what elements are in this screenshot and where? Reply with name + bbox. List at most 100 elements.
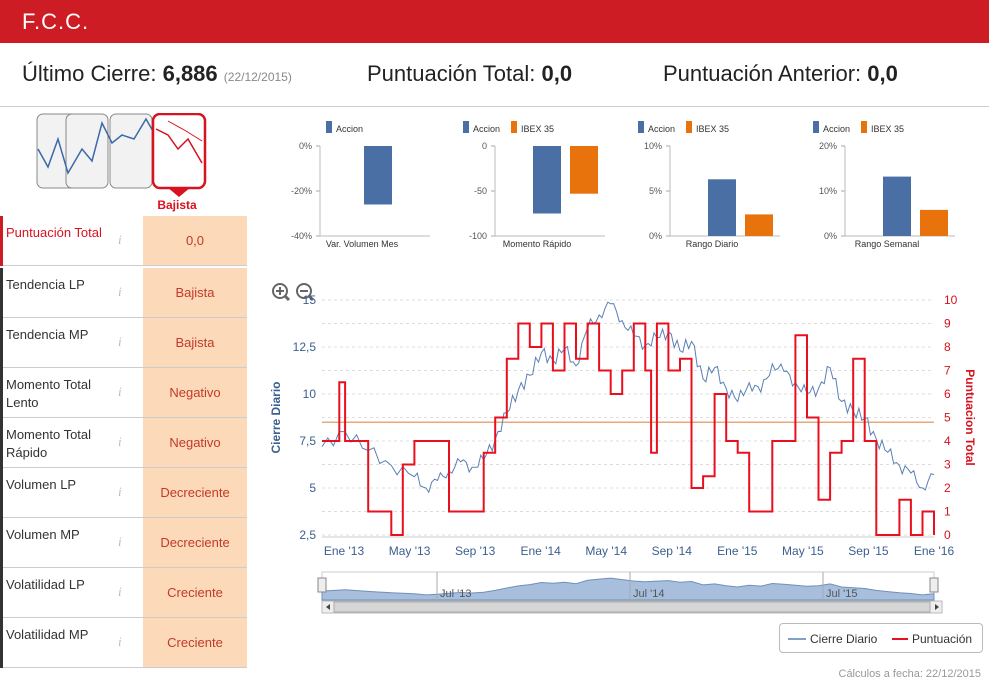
legend-label[interactable]: Accion: [336, 124, 363, 134]
x-tick-label: Sep '13: [455, 544, 496, 558]
info-icon[interactable]: i: [118, 534, 122, 549]
bar-accion: [533, 146, 561, 214]
y2-tick-label: 0: [944, 528, 951, 542]
indicator-label: Volatilidad LP: [6, 577, 85, 592]
last-close-value: 6,886: [162, 61, 218, 86]
trend-selected-label: Bajista: [157, 198, 197, 212]
tick-label: 20%: [819, 141, 837, 151]
scrollbar-thumb[interactable]: [333, 601, 931, 613]
indicator-value: Bajista: [143, 318, 247, 367]
trend-box-2[interactable]: [65, 113, 109, 189]
indicator-label: Volumen LP: [6, 477, 77, 492]
selected-pointer-icon: [167, 187, 191, 197]
row-accent: [0, 418, 3, 468]
indicator-row: Volatilidad MP i Creciente: [0, 618, 247, 668]
indicator-label: Momento Total Rápido: [6, 427, 92, 460]
info-icon[interactable]: i: [118, 334, 122, 349]
summary-bar: Último Cierre: 6,886 (22/12/2015) Puntua…: [0, 43, 989, 107]
zoom-out-icon[interactable]: [296, 283, 315, 302]
legend-close-label[interactable]: Cierre Diario: [810, 632, 878, 646]
row-accent: [0, 216, 3, 266]
indicator-row: Momento Total Lento i Negativo: [0, 368, 247, 418]
legend-label[interactable]: IBEX 35: [521, 124, 554, 134]
trend-line-icon: [37, 117, 155, 175]
indicator-value: Decreciente: [143, 468, 247, 517]
navigator-area: [321, 577, 935, 601]
y-tick-label: 7,5: [299, 434, 316, 448]
navigator-tick-label: Jul '15: [826, 588, 857, 600]
y-axis-label: Cierre Diario: [269, 381, 283, 453]
trend-box-3[interactable]: [109, 113, 153, 189]
indicator-label: Volumen MP: [6, 527, 80, 542]
tick-label: 5%: [649, 186, 662, 196]
row-accent: [0, 568, 3, 618]
indicator-row: Momento Total Rápido i Negativo: [0, 418, 247, 468]
total-score-label: Puntuación Total:: [367, 61, 536, 86]
indicator-value: 0,0: [143, 216, 247, 265]
indicator-value: Bajista: [143, 268, 247, 317]
x-tick-label: Ene '15: [717, 544, 758, 558]
navigator-handle-left[interactable]: [317, 577, 327, 593]
legend-swatch: [638, 121, 644, 133]
mini-chart-title: Var. Volumen Mes: [326, 239, 399, 249]
info-icon[interactable]: i: [118, 584, 122, 599]
trend-box-selected[interactable]: [151, 112, 207, 190]
bar-ibex-35: [570, 146, 598, 194]
y2-tick-label: 7: [944, 364, 951, 378]
legend-score-label[interactable]: Puntuación: [912, 632, 972, 646]
x-tick-label: Sep '15: [848, 544, 889, 558]
tick-label: -50: [474, 186, 487, 196]
info-icon[interactable]: i: [118, 484, 122, 499]
mini-chart-title: Rango Diario: [686, 239, 739, 249]
info-icon[interactable]: i: [118, 634, 122, 649]
info-icon[interactable]: i: [118, 232, 122, 247]
tick-label: 10%: [819, 186, 837, 196]
total-score: Puntuación Total: 0,0: [367, 61, 572, 87]
y-tick-label: 15: [303, 293, 317, 307]
navigator-handle-right[interactable]: [929, 577, 939, 593]
info-icon[interactable]: i: [118, 284, 122, 299]
indicator-value: Creciente: [143, 618, 247, 667]
mini-chart-4: Accion IBEX 35 20% 10% 0% Rango Semanal: [813, 121, 955, 249]
legend-label[interactable]: Accion: [473, 124, 500, 134]
info-icon[interactable]: i: [118, 434, 122, 449]
zoom-in-handle[interactable]: [283, 294, 291, 302]
tick-label: 0%: [824, 231, 837, 241]
tick-label: -20%: [291, 186, 312, 196]
legend-label[interactable]: IBEX 35: [871, 124, 904, 134]
tick-label: -40%: [291, 231, 312, 241]
close-series-line: [321, 301, 935, 494]
tick-label: 0%: [299, 141, 312, 151]
row-accent: [0, 318, 3, 368]
trend-guide-icon: [167, 120, 203, 142]
zoom-in-icon[interactable]: [272, 283, 291, 302]
y-tick-label: 2,5: [299, 528, 316, 542]
y2-tick-label: 8: [944, 340, 951, 354]
zoom-out-handle[interactable]: [307, 294, 315, 302]
legend-label[interactable]: Accion: [823, 124, 850, 134]
x-tick-label: Ene '13: [324, 544, 365, 558]
y2-tick-label: 10: [944, 293, 958, 307]
tick-label: 10%: [644, 141, 662, 151]
x-tick-label: May '13: [389, 544, 431, 558]
y2-tick-label: 2: [944, 481, 951, 495]
y-tick-label: 12,5: [293, 340, 317, 354]
scroll-left-icon[interactable]: [326, 604, 330, 610]
row-accent: [0, 468, 3, 518]
x-tick-label: Sep '14: [652, 544, 693, 558]
bar-ibex-35: [745, 214, 773, 236]
app-header: F.C.C.: [0, 0, 989, 43]
indicator-value: Negativo: [143, 368, 247, 417]
total-score-value: 0,0: [541, 61, 573, 86]
mini-chart-title: Momento Rápido: [503, 239, 572, 249]
legend-label[interactable]: Accion: [648, 124, 675, 134]
row-accent: [0, 268, 3, 318]
row-accent: [0, 618, 3, 668]
info-icon[interactable]: i: [118, 384, 122, 399]
y-tick-label: 10: [303, 387, 317, 401]
legend-label[interactable]: IBEX 35: [696, 124, 729, 134]
mini-chart-1: Accion 0% -20% -40% Var. Volumen Mes: [291, 121, 430, 249]
x-tick-label: May '15: [782, 544, 824, 558]
legend-svg: Cierre Diario Puntuación: [788, 632, 972, 646]
scroll-right-icon[interactable]: [935, 604, 939, 610]
